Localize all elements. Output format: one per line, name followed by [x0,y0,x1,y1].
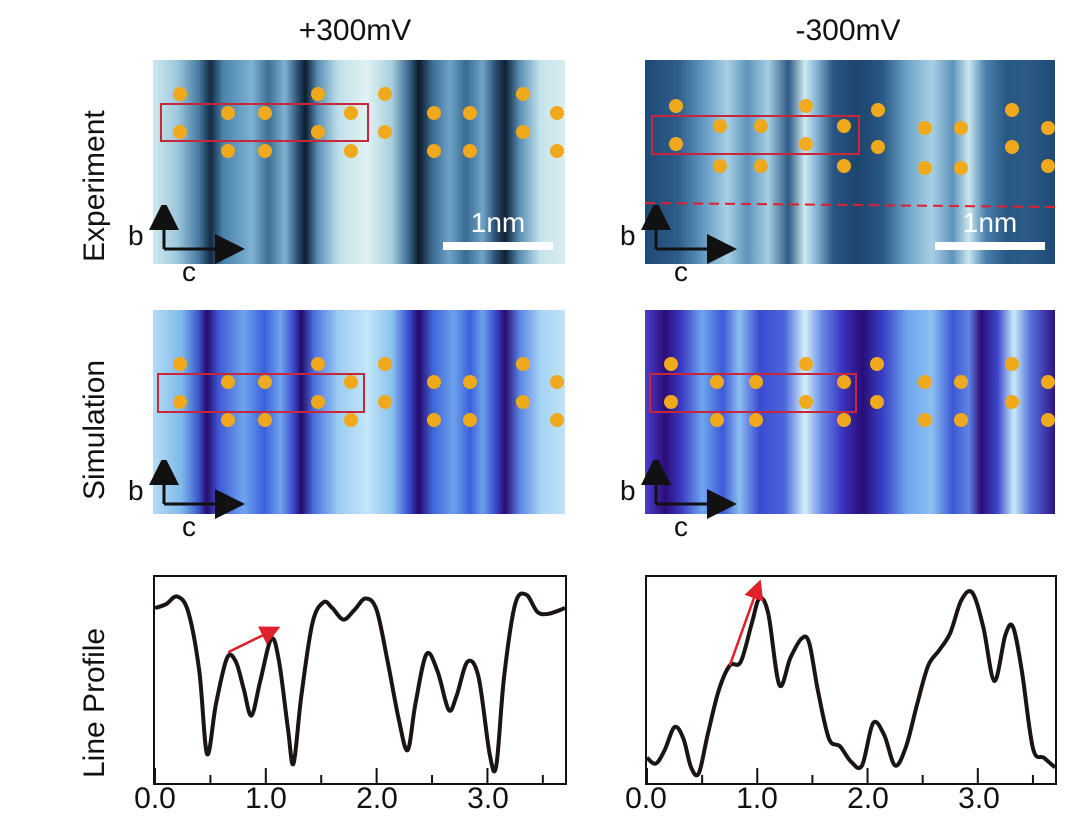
axis-indicator-experiment-positive [149,205,245,264]
axis-label-c: c [182,511,196,542]
tick-label: 3.0 [467,782,509,815]
plot-frame [153,575,567,785]
axis-label-c: c [674,256,688,287]
axis-indicator-experiment-negative [641,205,737,264]
tick-label: 0.0 [134,782,176,815]
tick-label: 1.0 [245,782,287,815]
unit-cell-box [157,373,365,413]
atom-markers [664,357,1055,427]
tick-label: 0.0 [625,782,667,815]
tick-label: 1.0 [736,782,778,815]
line-profile-plot-negative [645,575,1057,785]
experiment-positive-image: 1nm [153,60,565,264]
axis-label-b: b [620,475,636,506]
axis-indicator-simulation-positive [149,460,245,519]
scale-bar [935,242,1045,250]
atom-markers [669,99,1055,175]
row-label-simulation: Simulation [78,359,111,500]
annotation-arrow [728,579,764,667]
row-label-line-profile: Line Profile [78,627,111,778]
axis-label-c: c [674,511,688,542]
column-title-positive: +300mV [298,14,412,47]
simulation-negative-image [645,310,1055,514]
scale-bar-label: 1nm [963,207,1017,238]
tick-label: 2.0 [847,782,889,815]
line-profile-cut [645,202,1055,208]
axis-label-b: b [620,220,636,251]
plot-frame [645,575,1057,785]
row-label-experiment: Experiment [78,110,111,262]
axis-label-b: b [128,220,144,251]
unit-cell-box [160,103,369,142]
axis-indicator-simulation-negative [641,460,737,519]
atom-markers [173,87,564,158]
experiment-negative-image: 1nm [645,60,1055,264]
axis-label-c: c [182,256,196,287]
line-profile-plot-positive [153,575,567,785]
unit-cell-box [649,373,857,413]
tick-label: 3.0 [958,782,1000,815]
scale-bar-label: 1nm [471,207,525,238]
profile-line [154,591,566,774]
simulation-positive-image [153,310,565,514]
tick-label: 2.0 [356,782,398,815]
scale-bar [443,242,553,250]
column-title-negative: -300mV [795,14,901,47]
atom-markers [173,357,564,427]
profile-line [645,589,1057,778]
axis-label-b: b [128,475,144,506]
unit-cell-box [651,115,860,155]
annotation-arrow [227,626,281,654]
